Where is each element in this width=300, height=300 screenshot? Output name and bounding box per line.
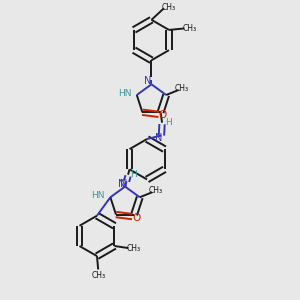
Text: CH₃: CH₃ (92, 271, 106, 280)
Text: N: N (120, 179, 127, 189)
Text: N: N (118, 178, 125, 189)
Text: O: O (132, 212, 140, 223)
Text: CH₃: CH₃ (182, 24, 196, 33)
Text: CH₃: CH₃ (175, 84, 189, 93)
Text: CH₃: CH₃ (148, 186, 163, 195)
Text: HN: HN (118, 89, 131, 98)
Text: N: N (155, 134, 162, 143)
Text: CH₃: CH₃ (126, 244, 140, 253)
Text: H: H (130, 170, 137, 179)
Text: O: O (158, 110, 167, 120)
Text: N: N (144, 76, 152, 86)
Text: H: H (165, 118, 171, 127)
Text: HN: HN (92, 191, 105, 200)
Text: CH₃: CH₃ (162, 3, 176, 12)
